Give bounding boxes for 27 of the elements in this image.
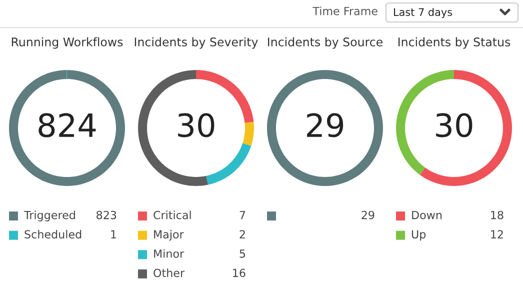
- chart-title: Incidents by Status: [398, 37, 510, 49]
- data-label: 7: [240, 210, 246, 220]
- data-label: 823: [96, 210, 116, 220]
- text: 30: [178, 113, 214, 138]
- data-label: 5: [240, 250, 246, 258]
- text: Time Frame: [312, 6, 378, 16]
- legend-label: Other: [154, 268, 185, 278]
- data-label: 18: [491, 210, 504, 220]
- legend-label: Up: [412, 230, 426, 241]
- legend-label: Triggered: [24, 210, 75, 222]
- chart-title: Incidents by Source: [268, 37, 383, 49]
- text: 29: [362, 210, 374, 220]
- text: 824: [38, 113, 96, 138]
- legend-label: Scheduled: [24, 230, 82, 239]
- data-label: 1: [111, 230, 116, 238]
- data-label: 2: [240, 230, 245, 238]
- data-label: 29: [307, 113, 344, 138]
- data-label: 16: [233, 268, 246, 278]
- legend-label: Major: [154, 230, 184, 241]
- text: Last 7 days: [394, 8, 452, 18]
- text: 30: [436, 113, 472, 138]
- data-label: 12: [491, 230, 503, 238]
- legend-label: Minor: [154, 249, 184, 258]
- chart-title: Running Workflows: [12, 37, 123, 49]
- legend-label: Critical: [154, 210, 191, 220]
- legend-label: Down: [412, 210, 442, 220]
- chart-title: Incidents by Severity: [134, 37, 258, 49]
